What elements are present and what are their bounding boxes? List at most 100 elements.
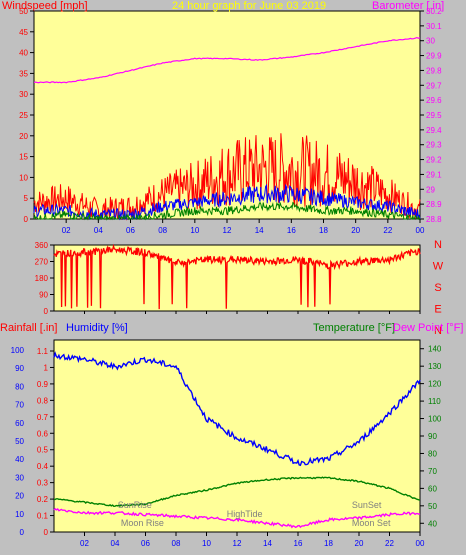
- barometer-tick-label: 30.1: [426, 22, 442, 31]
- rainfall-tick-label: 0.2: [37, 495, 49, 504]
- rainfall-tick-label: 0: [44, 528, 49, 537]
- humidity-tick-label: 80: [15, 382, 24, 391]
- rainfall-tick-label: 0.1: [37, 512, 49, 521]
- graph-title: 24 hour graph for June 03 2019: [172, 0, 326, 12]
- dew-point-axis-label: Dew Point [°F]: [393, 322, 463, 334]
- barometer-tick-label: 29.6: [426, 96, 442, 105]
- rainfall-tick-label: 0.8: [37, 396, 49, 405]
- barometer-tick-label: 28.8: [426, 215, 442, 224]
- hour-tick-label: 04: [111, 539, 120, 548]
- hour-tick-label: 12: [223, 226, 232, 235]
- barometer-tick-label: 29.3: [426, 141, 442, 150]
- hour-tick-label: 08: [172, 539, 181, 548]
- barometer-tick-label: 29.5: [426, 111, 442, 120]
- hour-tick-label: 20: [351, 226, 360, 235]
- wind-barometer-axes: 0 5 10 15 20 25 30 35 40 45 50 28.8 28.9 29 29.1 29.2 29…: [19, 7, 442, 235]
- hour-tick-label: 14: [263, 539, 272, 548]
- hour-tick-label: 18: [324, 539, 333, 548]
- direction-tick-label: 180: [35, 274, 49, 283]
- humidity-tick-label: 20: [15, 492, 24, 501]
- temperature-tick-label: 90: [428, 432, 437, 441]
- rainfall-tick-label: 0.6: [37, 429, 49, 438]
- barometer-tick-label: 30: [426, 37, 435, 46]
- humidity-tick-label: 60: [15, 419, 24, 428]
- hour-tick-label: 00: [416, 226, 425, 235]
- barometer-tick-label: 29.9: [426, 52, 442, 61]
- temperature-tick-label: 80: [428, 449, 437, 458]
- compass-label: N: [434, 325, 442, 337]
- hour-tick-label: 06: [126, 226, 135, 235]
- hour-tick-label: 10: [202, 539, 211, 548]
- direction-tick-label: 90: [39, 291, 48, 300]
- hour-tick-label: 22: [383, 226, 392, 235]
- humidity-tick-label: 100: [11, 346, 25, 355]
- rainfall-tick-label: 0.9: [37, 380, 49, 389]
- rainfall-tick-label: 0.4: [37, 462, 49, 471]
- wind-direction-plot: [53, 244, 421, 312]
- astronomy-annotation: SunRise: [118, 500, 152, 510]
- hour-tick-label: 04: [94, 226, 103, 235]
- wind-direction-series: [53, 243, 421, 310]
- wind-barometer-series: [33, 36, 421, 221]
- humidity-tick-label: 30: [15, 473, 24, 482]
- humidity-tick-label: 40: [15, 455, 24, 464]
- direction-tick-label: 360: [35, 241, 49, 250]
- wind-tick-label: 25: [19, 111, 28, 120]
- compass-label: S: [434, 282, 441, 294]
- wind-tick-label: 50: [19, 7, 28, 16]
- windspeed-axis-label: Windspeed [mph]: [2, 0, 88, 12]
- temperature-tick-label: 110: [428, 397, 441, 406]
- hour-tick-label: 16: [294, 539, 303, 548]
- wind-low-series: [33, 201, 421, 221]
- hour-tick-label: 20: [355, 539, 364, 548]
- wind-direction-series: [53, 243, 421, 310]
- compass-label: W: [433, 261, 444, 273]
- wind-average-series: [33, 183, 421, 221]
- hour-tick-label: 08: [158, 226, 167, 235]
- rainfall-tick-label: 0.7: [37, 413, 49, 422]
- temperature-axis-label: Temperature [°F]: [313, 322, 395, 334]
- hour-tick-label: 22: [385, 539, 394, 548]
- wind-tick-label: 45: [19, 28, 28, 37]
- astronomy-annotations: SunRise Moon Rise HighTide SunSet Moon Set: [118, 500, 391, 528]
- hour-tick-label: 02: [62, 226, 71, 235]
- humidity-temperature-axes: 010203040506070809010000.10.20.30.40.50.…: [11, 345, 442, 548]
- barometer-tick-label: 29.7: [426, 81, 442, 90]
- astronomy-annotation: Moon Rise: [121, 518, 164, 528]
- temperature-tick-label: 120: [428, 380, 442, 389]
- hour-tick-label: 10: [190, 226, 199, 235]
- direction-tick-label: 270: [35, 258, 49, 267]
- barometer-tick-label: 29.1: [426, 170, 442, 179]
- hour-tick-label: 12: [233, 539, 242, 548]
- temperature-series: [54, 476, 421, 508]
- astronomy-annotation: Moon Set: [352, 518, 391, 528]
- barometer-axis-label: Barometer [.in]: [372, 0, 444, 12]
- hour-tick-label: 18: [319, 226, 328, 235]
- barometer-tick-label: 28.9: [426, 200, 442, 209]
- temperature-tick-label: 140: [428, 345, 442, 354]
- barometer-tick-label: 29.4: [426, 126, 442, 135]
- humidity-tick-label: 50: [15, 437, 24, 446]
- barometer-tick-label: 30.2: [426, 7, 442, 16]
- rainfall-tick-label: 1.1: [37, 347, 49, 356]
- humidity-tick-label: 90: [15, 364, 24, 373]
- wind-tick-label: 10: [19, 173, 28, 182]
- hour-tick-label: 06: [141, 539, 150, 548]
- barometer-tick-label: 29: [426, 185, 435, 194]
- hour-tick-label: 16: [287, 226, 296, 235]
- temperature-tick-label: 130: [428, 362, 442, 371]
- dew-point-series: [53, 507, 421, 529]
- rainfall-axis-label: Rainfall [.in]: [0, 322, 57, 334]
- humidity-series: [53, 351, 421, 467]
- direction-tick-label: 0: [44, 307, 49, 316]
- humidity-temperature-plot: [53, 339, 421, 533]
- astronomy-annotation: HighTide: [227, 509, 263, 519]
- wind-tick-label: 15: [19, 153, 28, 162]
- temperature-tick-label: 60: [428, 484, 437, 493]
- temperature-tick-label: 50: [428, 502, 437, 511]
- compass-label: E: [434, 304, 441, 316]
- humidity-tick-label: 10: [15, 510, 24, 519]
- wind-tick-label: 40: [19, 49, 28, 58]
